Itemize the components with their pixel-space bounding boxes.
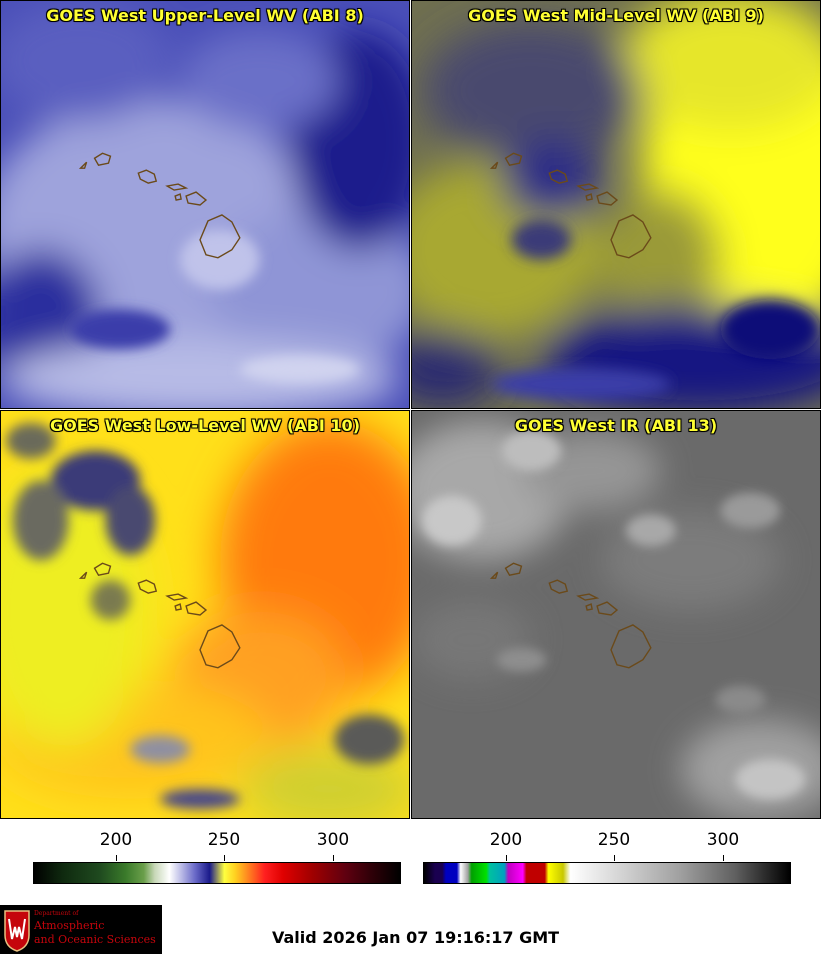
colorbar-tick [224,855,225,861]
ir-image [412,411,820,818]
wv-colorbar: 200 250 300 [33,822,401,892]
colorbar-tick-label: 250 [207,830,241,850]
colorbar-tick-label: 300 [706,830,740,850]
island-outlines [489,152,652,259]
ir-panel: GOES West IR (ABI 13) [411,410,821,819]
island-outlines [78,562,241,669]
colorbar-tick-label: 200 [99,830,133,850]
logo-atmospheric: Atmospheric [34,919,105,932]
low-level-wv-panel: GOES West Low-Level WV (ABI 10) [0,410,410,819]
colorbar-tick-label: 200 [489,830,523,850]
colorbar-tick [333,855,334,861]
panel-title: GOES West Low-Level WV (ABI 10) [49,416,360,435]
colorbar-tick-label: 250 [597,830,631,850]
low-level-wv-image [1,411,409,818]
colorbar-tick [614,855,615,861]
mid-level-wv-panel: GOES West Mid-Level WV (ABI 9) [411,0,821,409]
island-outlines [489,562,652,669]
ir-colorbar-gradient [423,862,791,884]
logo-department: Department of [34,910,79,917]
colorbar-tick-label: 300 [316,830,350,850]
wv-colorbar-gradient [33,862,401,884]
ir-colorbar: 200 250 300 [423,822,791,892]
valid-time: Valid 2026 Jan 07 19:16:17 GMT [272,928,560,947]
upper-level-wv-panel: GOES West Upper-Level WV (ABI 8) [0,0,410,409]
panel-title: GOES West IR (ABI 13) [514,416,718,435]
logo-oceanic-sciences: and Oceanic Sciences [34,933,156,946]
panel-title: GOES West Mid-Level WV (ABI 9) [468,6,764,25]
colorbar-tick [506,855,507,861]
upper-level-wv-image [1,1,409,408]
island-outlines [78,152,241,259]
colorbar-tick [116,855,117,861]
panel-title: GOES West Upper-Level WV (ABI 8) [46,6,364,25]
uw-crest-icon [4,910,30,952]
aos-logo: Department of Atmospheric and Oceanic Sc… [0,905,162,954]
colorbar-tick [723,855,724,861]
mid-level-wv-image [412,1,820,408]
